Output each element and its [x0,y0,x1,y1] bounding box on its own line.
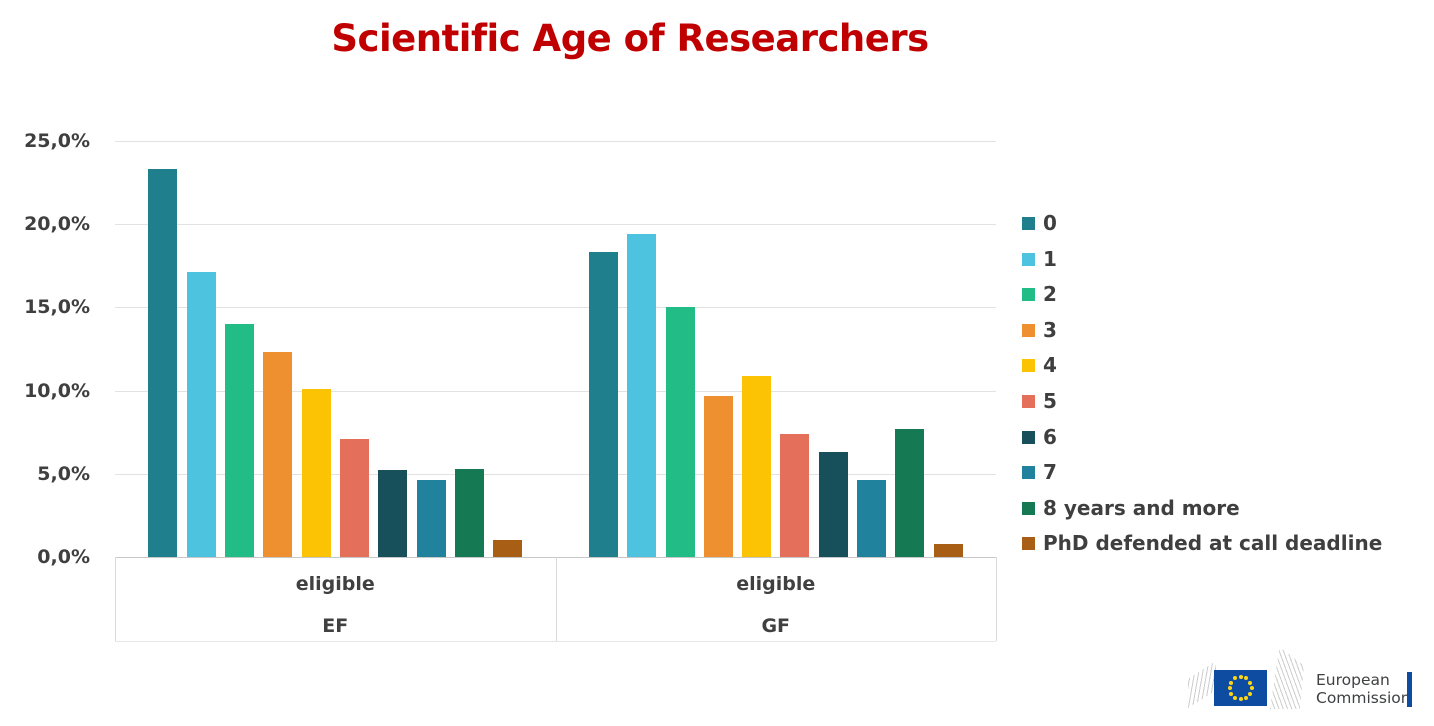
category-area-bottom-border [115,641,996,642]
eu-flag-star [1244,676,1248,681]
logo-text: European Commission [1316,671,1411,707]
legend-swatch [1022,288,1035,302]
gridline-20pct [115,224,996,226]
eu-flag-star [1249,686,1254,690]
legend-label: 7 [1043,460,1057,485]
bar-ef-6 [378,470,408,557]
category-label-bottom: EF [322,615,349,637]
legend-swatch [1022,466,1035,480]
legend-swatch [1022,395,1035,408]
legend-label: 8 years and more [1043,495,1240,520]
bar-gf-3 [703,395,733,557]
eu-flag-star [1233,695,1237,700]
eu-flag-star [1228,691,1233,696]
category-label-top: eligible [736,573,816,595]
european-commission-logo: European Commission [1186,645,1431,723]
eu-flag-star [1228,680,1233,685]
legend-label: 6 [1043,424,1057,449]
category-label-top: eligible [295,573,375,595]
bar-gf-6 [818,452,848,557]
category-separator-1 [555,557,557,641]
bar-ef-1 [186,272,216,557]
eu-flag-star [1227,686,1232,690]
bar-gf-phd-defended-at-call-deadline [933,543,963,557]
logo-swoosh-right [1270,647,1304,709]
bar-ef-3 [263,352,293,557]
bar-gf-0 [588,252,618,557]
gridline-15pct [115,307,996,309]
category-label-bottom: GF [761,615,791,637]
logo-text-line1: European [1316,671,1390,689]
bar-gf-2 [665,307,695,557]
y-axis-tick-label: 25,0% [24,130,90,152]
logo-blue-bar [1407,672,1412,707]
legend-label: 2 [1043,282,1057,307]
bar-ef-7 [416,480,446,557]
bar-ef-4 [301,388,331,557]
legend-label: 0 [1043,211,1057,235]
legend-swatch [1022,501,1035,515]
legend-swatch [1022,217,1035,230]
y-axis-tick-label: 0,0% [37,546,90,568]
eu-flag-star [1248,691,1253,696]
y-axis-tick-label: 20,0% [24,213,90,236]
logo-swoosh-left [1188,661,1216,708]
bar-gf-7 [857,480,886,557]
gridline-25pct [115,141,996,142]
chart-title: Scientific Age of Researchers [331,17,929,60]
eu-flag-star [1238,675,1243,679]
legend-swatch [1022,323,1035,337]
bar-gf-5 [780,433,810,557]
bar-ef-2 [225,324,254,557]
bar-ef-5 [339,438,369,557]
eu-flag-star [1233,676,1237,681]
legend-label: 3 [1043,317,1057,342]
legend-label: 4 [1043,353,1057,378]
eu-flag-star [1248,680,1253,685]
logo-text-line2: Commission [1316,688,1411,707]
legend-swatch [1022,252,1035,266]
category-separator-0 [115,557,116,641]
y-axis-tick-label: 15,0% [24,296,90,319]
gridline-5pct [115,473,996,475]
bar-gf-8-years-and-more [895,428,925,557]
gridline-10pct [115,390,996,392]
legend-swatch [1022,359,1035,373]
y-axis-tick-label: 10,0% [24,379,90,402]
bar-gf-4 [742,375,772,557]
legend-label: 1 [1043,246,1057,271]
category-separator-2 [996,557,997,641]
legend-label: PhD defended at call deadline [1043,531,1383,556]
legend-swatch [1022,430,1035,444]
legend-swatch [1022,537,1035,551]
bar-ef-0 [148,169,178,557]
eu-flag-star [1238,697,1243,701]
bar-gf-1 [627,234,657,557]
eu-flag [1214,670,1267,706]
bar-ef-phd-defended-at-call-deadline [493,540,523,557]
y-axis-tick-label: 5,0% [37,462,90,485]
legend-label: 5 [1043,389,1057,413]
bar-ef-8-years-and-more [454,468,484,557]
eu-flag-star [1244,695,1248,700]
